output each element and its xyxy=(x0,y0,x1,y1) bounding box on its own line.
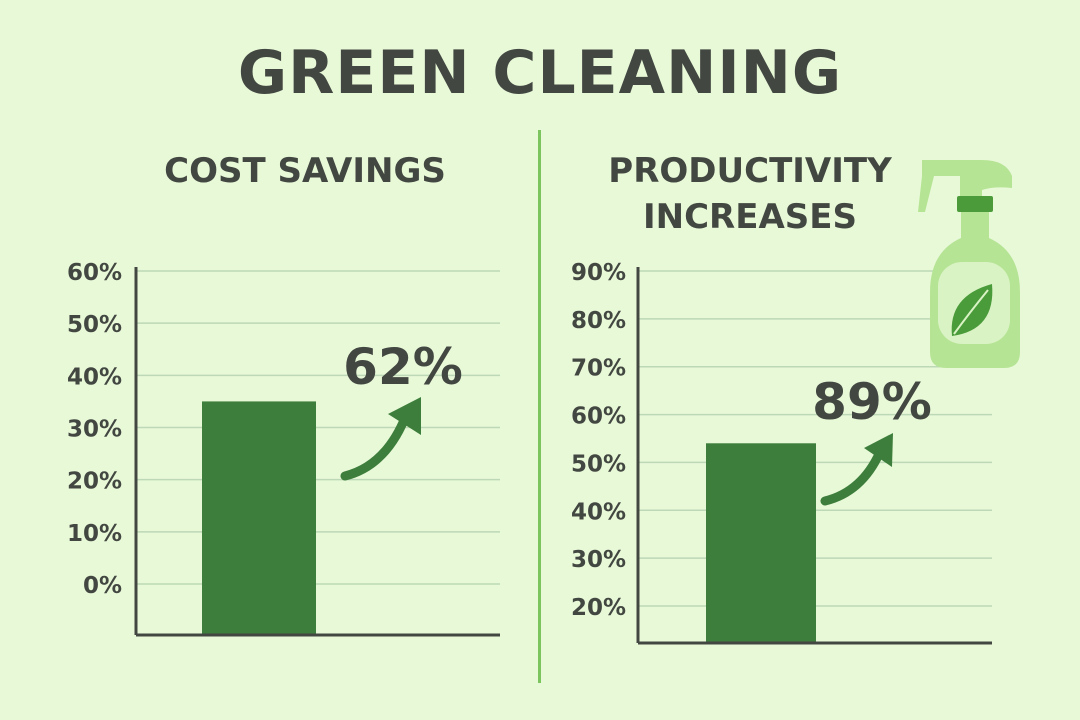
cost-savings-chart: 60% 50% 40% 30% 20% 10% 0% 62% xyxy=(67,260,500,637)
page-title: GREEN CLEANING xyxy=(237,38,843,108)
chart-title-productivity-increases: PRODUCTIVITY INCREASES xyxy=(570,148,930,240)
chart-title-cost-savings: COST SAVINGS xyxy=(164,151,446,191)
y-tick-label: 60% xyxy=(571,404,626,430)
y-tick-label: 70% xyxy=(571,356,626,382)
chart-title-line: INCREASES xyxy=(643,197,857,237)
y-tick-label: 10% xyxy=(67,521,122,547)
up-arrow-head xyxy=(388,397,421,435)
up-arrow-icon xyxy=(820,447,885,506)
y-tick-label: 20% xyxy=(67,469,122,495)
callout-label: 89% xyxy=(812,373,932,431)
divider xyxy=(538,130,541,683)
up-arrow-icon xyxy=(340,413,410,481)
y-tick-label: 30% xyxy=(571,547,626,573)
bar xyxy=(202,401,316,635)
y-tick-label: 60% xyxy=(67,260,122,286)
y-tick-label: 30% xyxy=(67,417,122,443)
y-tick-label: 90% xyxy=(571,260,626,286)
bar xyxy=(706,443,816,643)
y-tick-label: 50% xyxy=(67,312,122,338)
y-tick-label: 40% xyxy=(67,364,122,390)
callout-label: 62% xyxy=(343,338,463,396)
spray-bottle-icon xyxy=(918,160,1020,368)
y-tick-label: 40% xyxy=(571,499,626,525)
y-tick-label: 50% xyxy=(571,451,626,477)
up-arrow-head xyxy=(864,433,893,467)
productivity-chart: 90% 80% 70% 60% 50% 40% 30% 20% 89% xyxy=(571,260,992,645)
chart-title-line: PRODUCTIVITY xyxy=(608,151,892,191)
y-tick-label: 0% xyxy=(83,573,122,599)
y-tick-label: 80% xyxy=(571,308,626,334)
y-tick-label: 20% xyxy=(571,595,626,621)
